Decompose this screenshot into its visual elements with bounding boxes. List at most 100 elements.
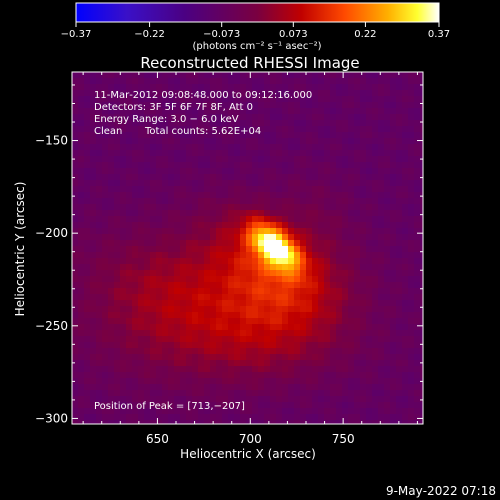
heatmap-cell xyxy=(270,420,277,424)
heatmap-cell xyxy=(336,102,343,109)
heatmap-cell xyxy=(228,138,235,145)
heatmap-cell xyxy=(96,336,103,343)
heatmap-cell xyxy=(300,72,307,79)
heatmap-cell xyxy=(168,414,175,421)
heatmap-cell xyxy=(150,318,157,325)
heatmap-cell xyxy=(108,420,115,424)
heatmap-cell xyxy=(378,252,385,259)
heatmap-cell xyxy=(240,162,247,169)
heatmap-cell xyxy=(210,408,217,415)
heatmap-cell xyxy=(186,342,193,349)
heatmap-cell xyxy=(258,210,265,217)
heatmap-cell xyxy=(144,354,151,361)
heatmap-cell xyxy=(360,156,367,163)
heatmap-cell xyxy=(330,396,337,403)
heatmap-cell xyxy=(396,276,403,283)
heatmap-cell xyxy=(264,414,271,421)
heatmap-cell xyxy=(174,420,181,424)
heatmap-cell xyxy=(366,114,373,121)
heatmap-cell xyxy=(294,288,301,295)
heatmap-cell xyxy=(360,180,367,187)
heatmap-cell xyxy=(78,162,85,169)
heatmap-cell xyxy=(252,408,259,415)
heatmap-cell xyxy=(348,342,355,349)
heatmap-cell xyxy=(270,240,277,247)
heatmap-cell xyxy=(126,234,133,241)
heatmap-cell xyxy=(372,174,379,181)
heatmap-cell xyxy=(258,138,265,145)
heatmap-cell xyxy=(162,372,169,379)
heatmap-cell xyxy=(120,324,127,331)
heatmap-cell xyxy=(402,336,409,343)
heatmap-cell xyxy=(246,348,253,355)
heatmap-cell xyxy=(378,126,385,133)
heatmap-cell xyxy=(114,126,121,133)
heatmap-cell xyxy=(108,354,115,361)
heatmap-cell xyxy=(378,342,385,349)
heatmap-cell xyxy=(402,288,409,295)
heatmap-cell xyxy=(390,318,397,325)
heatmap-cell xyxy=(372,120,379,127)
heatmap-cell xyxy=(144,210,151,217)
heatmap-cell xyxy=(312,144,319,151)
heatmap-cell xyxy=(180,108,187,115)
heatmap-cell xyxy=(162,162,169,169)
heatmap-cell xyxy=(390,300,397,307)
heatmap-cell xyxy=(150,114,157,121)
heatmap-cell xyxy=(306,414,313,421)
heatmap-cell xyxy=(396,288,403,295)
heatmap-cell xyxy=(336,90,343,97)
heatmap-cell xyxy=(90,396,97,403)
heatmap-cell xyxy=(402,120,409,127)
heatmap-cell xyxy=(420,312,423,319)
heatmap-cell xyxy=(396,396,403,403)
heatmap-cell xyxy=(384,240,391,247)
heatmap-cell xyxy=(234,72,241,79)
heatmap-cell xyxy=(198,150,205,157)
heatmap-cell xyxy=(258,324,265,331)
heatmap-cell xyxy=(300,372,307,379)
heatmap-cell xyxy=(408,300,415,307)
heatmap-cell xyxy=(390,372,397,379)
heatmap-cell xyxy=(174,132,181,139)
heatmap-cell xyxy=(96,84,103,91)
heatmap-cell xyxy=(198,264,205,271)
heatmap-cell xyxy=(288,72,295,79)
heatmap-cell xyxy=(240,204,247,211)
heatmap-cell xyxy=(156,408,163,415)
heatmap-cell xyxy=(420,348,423,355)
heatmap-cell xyxy=(282,294,289,301)
heatmap-cell xyxy=(180,228,187,235)
heatmap-cell xyxy=(264,192,271,199)
heatmap-cell xyxy=(384,78,391,85)
heatmap-cell xyxy=(72,306,79,313)
heatmap-cell xyxy=(174,354,181,361)
heatmap-cell xyxy=(186,180,193,187)
heatmap-cell xyxy=(90,324,97,331)
heatmap-cell xyxy=(228,240,235,247)
heatmap-cell xyxy=(276,186,283,193)
heatmap-cell xyxy=(126,114,133,121)
heatmap-cell xyxy=(222,258,229,265)
heatmap-cell xyxy=(366,348,373,355)
heatmap-cell xyxy=(222,402,229,409)
colorbar-unit-label: (photons cm⁻² s⁻¹ asec⁻²) xyxy=(192,41,321,52)
heatmap-cell xyxy=(324,330,331,337)
heatmap-cell xyxy=(408,390,415,397)
heatmap-cell xyxy=(240,138,247,145)
heatmap-cell xyxy=(132,240,139,247)
heatmap-cell xyxy=(270,300,277,307)
chart-title: Reconstructed RHESSI Image xyxy=(140,54,359,72)
heatmap-cell xyxy=(372,186,379,193)
heatmap-cell xyxy=(102,318,109,325)
heatmap-cell xyxy=(318,354,325,361)
heatmap-cell xyxy=(210,360,217,367)
heatmap-cell xyxy=(402,102,409,109)
heatmap-cell xyxy=(180,162,187,169)
heatmap-cell xyxy=(354,396,361,403)
heatmap-cell xyxy=(414,144,421,151)
heatmap-cell xyxy=(78,390,85,397)
heatmap-cell xyxy=(132,258,139,265)
heatmap-cell xyxy=(330,174,337,181)
heatmap-cell xyxy=(420,120,423,127)
